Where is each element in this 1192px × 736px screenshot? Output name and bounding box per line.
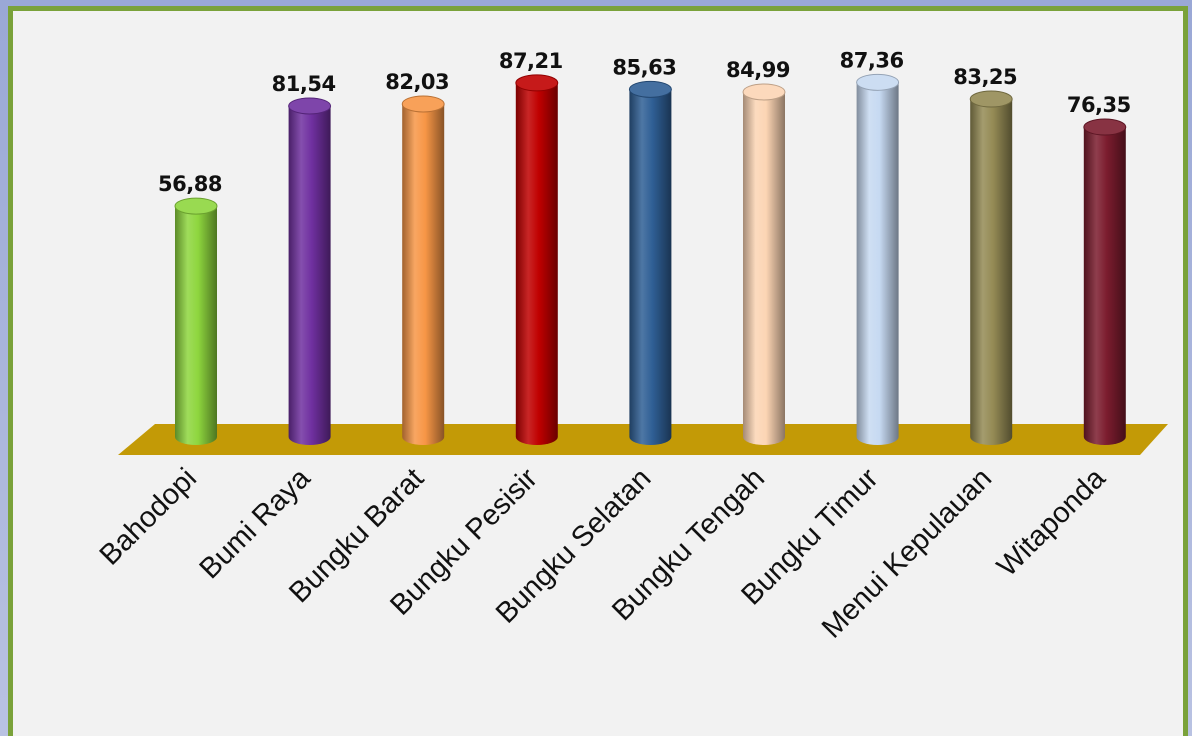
bar-top bbox=[288, 97, 332, 115]
bar-bungku-barat bbox=[401, 95, 445, 446]
bar-top bbox=[742, 83, 786, 101]
bar-body bbox=[743, 91, 785, 445]
value-label: 83,25 bbox=[953, 65, 1017, 89]
category-label: Witaponda bbox=[991, 462, 1112, 583]
bar-body bbox=[515, 82, 558, 445]
bar-witaponda bbox=[1083, 118, 1127, 446]
bar-body bbox=[629, 89, 672, 446]
bar-top bbox=[856, 73, 900, 91]
bars-group bbox=[174, 73, 1127, 446]
bar-top bbox=[174, 197, 218, 215]
value-label: 56,88 bbox=[158, 172, 222, 196]
bar-top bbox=[628, 80, 672, 98]
value-label: 87,36 bbox=[840, 48, 904, 72]
bar-top bbox=[969, 90, 1013, 108]
bar-bumi-raya bbox=[288, 97, 332, 445]
bar-body bbox=[175, 206, 217, 445]
value-label: 76,35 bbox=[1067, 93, 1131, 117]
bar-body bbox=[402, 103, 445, 446]
value-label: 85,63 bbox=[612, 55, 676, 79]
value-label: 84,99 bbox=[726, 58, 790, 82]
value-labels-group: 56,88 81,54 82,03 87,21 85,63 84,99 87,36 83,25… bbox=[158, 48, 1131, 196]
bar-bungku-selatan bbox=[628, 80, 672, 446]
bar-top bbox=[515, 74, 559, 92]
value-label: 82,03 bbox=[385, 70, 449, 94]
bar-bungku-timur bbox=[856, 73, 900, 446]
value-label: 87,21 bbox=[499, 49, 563, 73]
bar-body bbox=[1083, 127, 1126, 446]
bar-body bbox=[856, 82, 899, 446]
bar-top bbox=[1083, 118, 1127, 136]
value-label: 81,54 bbox=[272, 72, 336, 96]
bar-body bbox=[288, 105, 331, 445]
category-label: Bahodopi bbox=[94, 462, 203, 571]
category-label: Bumi Raya bbox=[194, 462, 318, 586]
bar-bungku-tengah bbox=[742, 83, 786, 445]
bar-bahodopi bbox=[174, 197, 218, 445]
bar-body bbox=[970, 99, 1013, 445]
bar-bungku-pesisir bbox=[515, 74, 559, 445]
bar-menui-kepulauan bbox=[969, 90, 1013, 445]
bar-top bbox=[401, 95, 445, 113]
